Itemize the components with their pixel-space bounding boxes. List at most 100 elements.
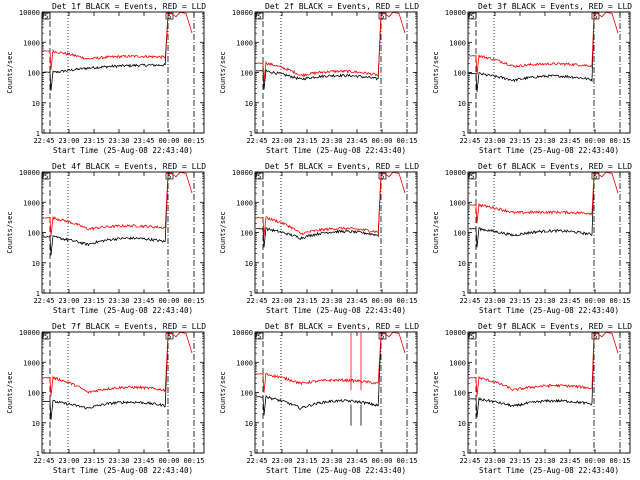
y-axis-label: Counts/sec	[432, 211, 440, 253]
series-line-lld	[42, 331, 193, 397]
x-tick-label: 23:30	[534, 297, 555, 305]
panel-3f: Det 3f BLACK = Events, RED = LLD Counts/s…	[432, 2, 632, 155]
x-tick-label: 23:15	[509, 297, 530, 305]
y-tick-label: 1	[36, 450, 40, 458]
marker-label: S	[257, 13, 261, 21]
x-tick-label: 00:15	[609, 297, 630, 305]
x-tick-label: 23:30	[108, 457, 129, 465]
x-tick-label: 23:00	[58, 457, 79, 465]
x-tick-label: 23:45	[559, 137, 580, 145]
series-line-events	[255, 332, 384, 416]
x-tick-label: 23:00	[271, 137, 292, 145]
x-axis-label: Start Time (25-Aug-08 22:43:40)	[479, 306, 619, 315]
series-line-events	[468, 332, 597, 418]
x-tick-label: 00:00	[584, 457, 605, 465]
x-tick-label: 00:15	[609, 457, 630, 465]
x-tick-label: 23:00	[271, 297, 292, 305]
x-tick-label: 23:45	[346, 137, 367, 145]
plot-frame	[254, 331, 418, 454]
x-tick-label: 23:45	[346, 457, 367, 465]
x-tick-label: 23:15	[296, 297, 317, 305]
x-tick-label: 23:00	[484, 457, 505, 465]
x-tick-label: 23:45	[346, 297, 367, 305]
y-tick-label: 10	[32, 260, 40, 268]
panel-title: Det 2f BLACK = Events, RED = LLD	[265, 2, 419, 11]
y-tick-label: 10000	[445, 329, 466, 337]
y-tick-label: 10000	[19, 9, 40, 17]
marker-label: S	[44, 173, 48, 181]
y-axis-label: Counts/sec	[219, 211, 227, 253]
plot-frame	[467, 11, 631, 134]
x-tick-label: 23:45	[133, 137, 154, 145]
x-tick-label: 23:00	[58, 137, 79, 145]
x-tick-label: 23:15	[83, 457, 104, 465]
marker-label: S	[380, 333, 384, 341]
y-tick-label: 10	[32, 420, 40, 428]
x-tick-label: 00:15	[183, 297, 204, 305]
y-tick-label: 10000	[19, 169, 40, 177]
x-axis-label: Start Time (25-Aug-08 22:43:40)	[266, 146, 406, 155]
plot-frame	[41, 171, 205, 294]
y-tick-label: 100	[240, 70, 253, 78]
y-tick-label: 1	[462, 130, 466, 138]
x-tick-label: 23:30	[321, 137, 342, 145]
x-tick-label: 22:45	[246, 297, 267, 305]
y-tick-label: 10000	[232, 329, 253, 337]
x-tick-label: 00:15	[183, 137, 204, 145]
series-line-lld	[468, 331, 619, 397]
x-axis-label: Start Time (25-Aug-08 22:43:40)	[266, 466, 406, 475]
series-line-events	[468, 172, 597, 248]
marker-label: S	[44, 13, 48, 21]
y-tick-label: 1000	[23, 199, 40, 207]
x-tick-label: 00:00	[158, 137, 179, 145]
panel-title: Det 7f BLACK = Events, RED = LLD	[52, 322, 206, 331]
x-tick-label: 22:45	[459, 137, 480, 145]
y-tick-label: 1000	[449, 39, 466, 47]
x-tick-label: 00:00	[158, 457, 179, 465]
x-tick-label: 23:15	[296, 137, 317, 145]
series-line-lld	[468, 171, 619, 224]
series-line-lld	[42, 171, 193, 237]
x-axis-label: Start Time (25-Aug-08 22:43:40)	[479, 466, 619, 475]
panel-7f: Det 7f BLACK = Events, RED = LLD Counts/s…	[6, 322, 206, 475]
y-tick-label: 1	[249, 450, 253, 458]
y-tick-label: 1	[249, 290, 253, 298]
y-tick-label: 1000	[449, 359, 466, 367]
x-tick-label: 23:30	[534, 137, 555, 145]
series-line-lld	[255, 11, 406, 82]
y-tick-label: 10	[245, 100, 253, 108]
x-tick-label: 23:00	[484, 297, 505, 305]
marker-label: S	[470, 333, 474, 341]
x-axis-label: Start Time (25-Aug-08 22:43:40)	[53, 306, 193, 315]
x-tick-label: 23:15	[83, 137, 104, 145]
marker-box	[255, 12, 264, 20]
x-tick-label: 22:45	[459, 297, 480, 305]
y-tick-label: 1000	[236, 359, 253, 367]
panel-8f: Det 8f BLACK = Events, RED = LLD Counts/s…	[219, 322, 419, 475]
x-tick-label: 23:30	[108, 297, 129, 305]
panel-title: Det 4f BLACK = Events, RED = LLD	[52, 162, 206, 171]
y-tick-label: 100	[453, 230, 466, 238]
marker-label: S	[257, 173, 261, 181]
x-tick-label: 23:00	[484, 137, 505, 145]
panel-5f: Det 5f BLACK = Events, RED = LLD Counts/s…	[219, 162, 419, 315]
x-tick-label: 00:15	[396, 137, 417, 145]
y-tick-label: 1000	[236, 199, 253, 207]
y-tick-label: 10000	[445, 169, 466, 177]
x-tick-label: 00:00	[371, 457, 392, 465]
y-tick-label: 10000	[19, 329, 40, 337]
x-tick-label: 22:45	[33, 457, 54, 465]
x-tick-label: 23:45	[133, 297, 154, 305]
y-tick-label: 10	[245, 420, 253, 428]
series-line-lld	[256, 331, 406, 393]
marker-label: S	[593, 13, 597, 21]
y-tick-label: 1	[249, 130, 253, 138]
y-axis-label: Counts/sec	[219, 51, 227, 93]
x-tick-label: 00:15	[396, 457, 417, 465]
plot-frame	[41, 11, 205, 134]
series-line-events	[255, 172, 384, 248]
x-tick-label: 00:00	[371, 297, 392, 305]
marker-label: S	[593, 173, 597, 181]
y-tick-label: 10	[458, 420, 466, 428]
x-axis-label: Start Time (25-Aug-08 22:43:40)	[53, 466, 193, 475]
